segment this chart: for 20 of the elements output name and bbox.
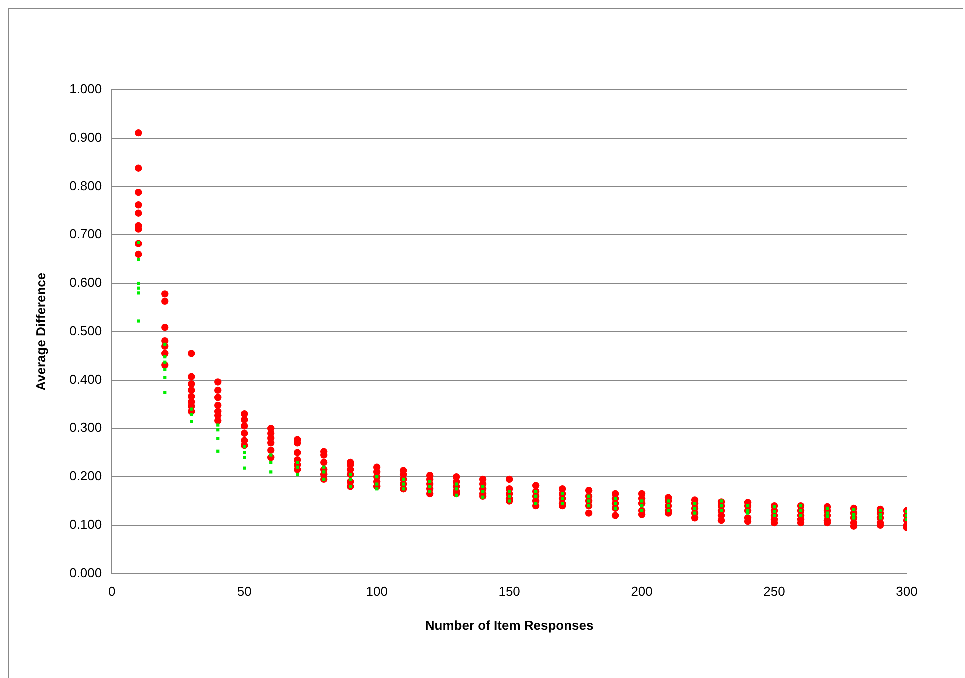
y-axis-title: Average Difference — [33, 272, 48, 391]
x-tick-label: 250 — [764, 584, 786, 600]
y-tick-label: 1.000 — [70, 82, 102, 97]
y-tick-label: 0.600 — [70, 275, 102, 290]
x-tick-label: 200 — [631, 584, 653, 600]
y-tick-label: 0.200 — [70, 468, 102, 484]
x-tick-label: 100 — [366, 584, 388, 600]
y-tick-label: 0.800 — [70, 178, 102, 194]
x-tick-label: 50 — [237, 584, 252, 600]
x-tick-label: 300 — [896, 584, 918, 600]
x-axis-title: Number of Item Responses — [425, 618, 594, 633]
x-tick-label: 150 — [498, 584, 520, 600]
y-tick-label: 0.900 — [70, 130, 102, 145]
y-tick-label: 0.700 — [70, 226, 102, 242]
y-tick-label: 0.000 — [70, 565, 102, 580]
y-tick-label: 0.100 — [70, 517, 102, 532]
y-tick-label: 0.500 — [70, 323, 102, 338]
x-tick-label: 0 — [108, 584, 116, 600]
y-tick-label: 0.400 — [70, 372, 102, 387]
y-tick-label: 0.300 — [70, 420, 102, 436]
